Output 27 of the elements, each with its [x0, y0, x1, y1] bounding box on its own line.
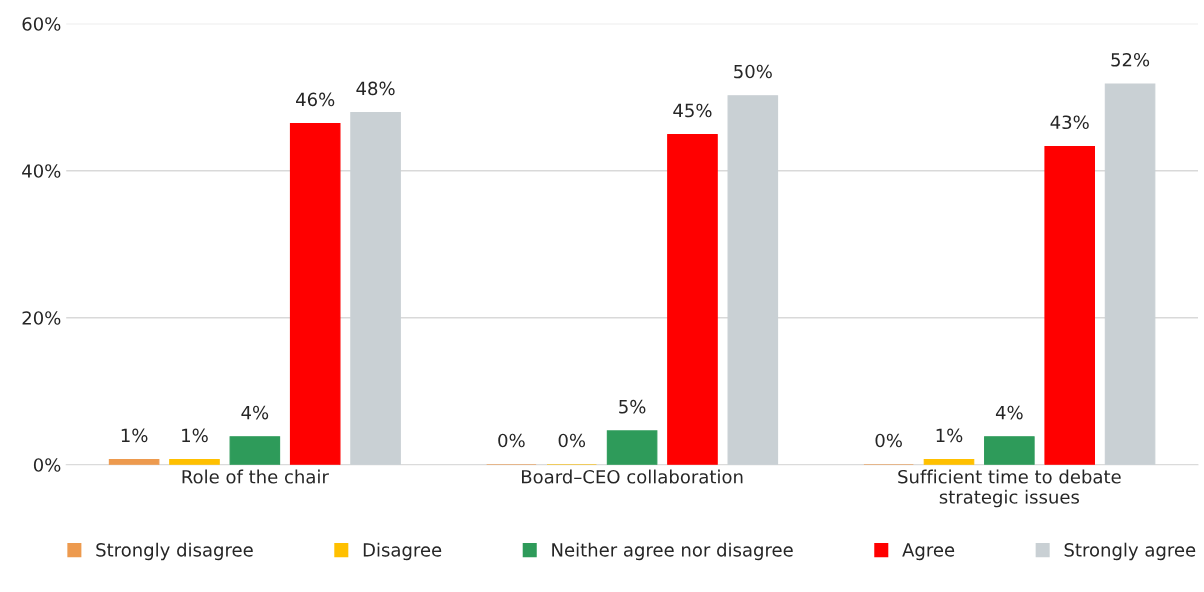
data-label: 52% [1111, 52, 1150, 67]
x-tick-label: Board–CEO collaboration [522, 469, 743, 484]
legend-label: Neither agree nor disagree [552, 542, 793, 561]
data-label: 4% [241, 405, 269, 420]
data-label: 1% [182, 428, 208, 443]
data-label: 1% [121, 428, 148, 443]
y-tick-label: 40% [22, 164, 61, 178]
data-label: 45% [673, 103, 712, 118]
x-tick-label: Sufficient time to debate strategic issues [898, 469, 1121, 508]
y-tick-label: 0% [33, 458, 61, 472]
data-label: 50% [734, 64, 772, 79]
y-tick-label: 20% [22, 311, 61, 325]
data-label: 43% [1050, 115, 1089, 130]
data-label: 5% [619, 399, 646, 414]
legend-label: Agree [902, 543, 955, 561]
legend-label: Strongly disagree [96, 542, 253, 561]
x-tick-label: Role of the chair [182, 469, 329, 484]
y-tick-label: 60% [22, 17, 61, 31]
data-label: 0% [875, 433, 902, 448]
data-label: 48% [356, 81, 395, 96]
data-label: 0% [558, 433, 586, 448]
data-label: 4% [995, 405, 1023, 420]
legend-label: Disagree [363, 542, 442, 561]
legend-label: Strongly agree [1064, 542, 1196, 561]
data-label: 1% [936, 428, 963, 443]
data-label: 0% [498, 433, 525, 448]
data-label: 46% [296, 92, 335, 107]
